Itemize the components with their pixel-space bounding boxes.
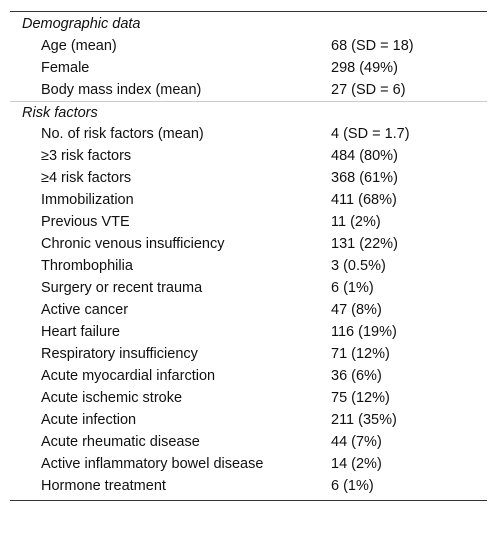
- table-row: Previous VTE 11 (2%): [10, 211, 487, 233]
- table-row: No. of risk factors (mean) 4 (SD = 1.7): [10, 123, 487, 145]
- row-value: 75 (12%): [331, 390, 390, 406]
- row-value: 11 (2%): [331, 214, 381, 230]
- table-row: ≥4 risk factors 368 (61%): [10, 167, 487, 189]
- row-label: ≥4 risk factors: [41, 170, 132, 186]
- row-value: 131 (22%): [331, 236, 398, 252]
- table-row: Thrombophilia 3 (0.5%): [10, 255, 487, 277]
- row-label: Active cancer: [41, 302, 129, 318]
- row-label: Body mass index (mean): [41, 82, 202, 98]
- section-title: Risk factors: [10, 101, 487, 123]
- row-value: 44 (7%): [331, 434, 382, 450]
- table: Demographic data Age (mean) 68 (SD = 18) Fe…: [10, 11, 487, 501]
- row-label: Acute infection: [41, 412, 137, 428]
- row-value: 3 (0.5%): [331, 258, 386, 274]
- row-value: 6 (1%): [331, 280, 374, 296]
- row-label: Previous VTE: [41, 214, 130, 230]
- table-row: Heart failure 116 (19%): [10, 321, 487, 343]
- table-row: Acute ischemic stroke 75 (12%): [10, 387, 487, 409]
- table-row: Active inflammatory bowel disease 14 (2%): [10, 453, 487, 475]
- row-value: 368 (61%): [331, 170, 398, 186]
- row-label: Age (mean): [41, 38, 117, 54]
- table-row: Chronic venous insufficiency 131 (22%): [10, 233, 487, 255]
- row-value: 71 (12%): [331, 346, 390, 362]
- table-row: Acute rheumatic disease 44 (7%): [10, 431, 487, 453]
- row-value: 211 (35%): [331, 412, 397, 428]
- row-label: Heart failure: [41, 324, 120, 340]
- row-value: 36 (6%): [331, 368, 382, 384]
- row-value: 27 (SD = 6): [331, 82, 406, 98]
- section-title: Demographic data: [22, 16, 141, 32]
- row-label: Surgery or recent trauma: [41, 280, 203, 296]
- table-row: Immobilization 411 (68%): [10, 189, 487, 211]
- row-value: 14 (2%): [331, 456, 382, 472]
- row-label: Acute rheumatic disease: [41, 434, 200, 450]
- table-row: Acute infection 211 (35%): [10, 409, 487, 431]
- row-value: 4 (SD = 1.7): [331, 126, 410, 142]
- row-label: Acute myocardial infarction: [41, 368, 216, 384]
- row-label: Female: [41, 60, 90, 76]
- table-row: Active cancer 47 (8%): [10, 299, 487, 321]
- row-value: 116 (19%): [331, 324, 397, 340]
- row-label: ≥3 risk factors: [41, 148, 132, 164]
- table-row: Hormone treatment 6 (1%): [10, 475, 487, 497]
- row-label: No. of risk factors (mean): [41, 126, 204, 142]
- row-value: 6 (1%): [331, 478, 374, 494]
- table-row: ≥3 risk factors 484 (80%): [10, 145, 487, 167]
- row-value: 68 (SD = 18): [331, 38, 414, 54]
- row-label: Hormone treatment: [41, 478, 166, 494]
- row-value: 411 (68%): [331, 192, 397, 208]
- table-row: Surgery or recent trauma 6 (1%): [10, 277, 487, 299]
- row-value: 298 (49%): [331, 60, 398, 76]
- row-label: Chronic venous insufficiency: [41, 236, 225, 252]
- row-label: Acute ischemic stroke: [41, 390, 183, 406]
- row-value: 484 (80%): [331, 148, 398, 164]
- table-row: Body mass index (mean) 27 (SD = 6): [10, 79, 487, 101]
- row-label: Immobilization: [41, 192, 134, 208]
- table-row: Female 298 (49%): [10, 57, 487, 79]
- table-row: Age (mean) 68 (SD = 18): [10, 35, 487, 57]
- row-label: Thrombophilia: [41, 258, 133, 274]
- row-label: Active inflammatory bowel disease: [41, 456, 264, 472]
- table-row: Acute myocardial infarction 36 (6%): [10, 365, 487, 387]
- row-label: Respiratory insufficiency: [41, 346, 198, 362]
- table-row: Respiratory insufficiency 71 (12%): [10, 343, 487, 365]
- row-value: 47 (8%): [331, 302, 382, 318]
